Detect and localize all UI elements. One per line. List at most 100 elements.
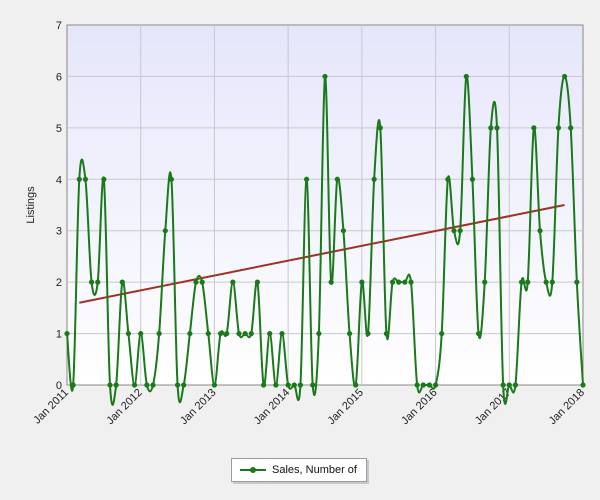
data-point xyxy=(340,228,347,234)
legend-label: Sales, Number of xyxy=(272,464,357,476)
data-point xyxy=(365,330,371,337)
data-point xyxy=(95,279,101,285)
data-point xyxy=(525,279,531,285)
data-point xyxy=(254,279,261,285)
grid xyxy=(67,25,583,385)
data-point xyxy=(457,228,463,234)
data-point xyxy=(334,176,340,182)
data-point xyxy=(531,125,537,131)
y-axis-ticks: 0 1 2 3 4 5 6 7 xyxy=(56,20,62,392)
data-point xyxy=(144,382,150,388)
data-point xyxy=(199,279,205,285)
x-tick-label: Jan 2013 xyxy=(178,387,218,427)
x-tick-label: Jan 2015 xyxy=(325,387,365,427)
trend-line xyxy=(79,204,565,304)
y-tick-label: 3 xyxy=(56,226,62,238)
y-tick-label: 5 xyxy=(56,123,62,135)
y-tick-label: 2 xyxy=(56,277,62,289)
y-tick-label: 7 xyxy=(56,20,62,32)
data-point xyxy=(469,176,476,182)
data-point xyxy=(402,279,408,285)
x-tick-label: Jan 2014 xyxy=(252,387,292,427)
data-point xyxy=(156,330,162,337)
data-point xyxy=(248,330,254,337)
series-group xyxy=(64,73,586,406)
data-point xyxy=(236,330,242,337)
y-axis-label: Listings xyxy=(25,186,37,224)
data-point xyxy=(113,382,119,388)
data-point xyxy=(359,279,365,285)
data-point xyxy=(574,279,580,285)
data-point xyxy=(101,176,107,182)
data-point xyxy=(230,279,236,285)
data-point xyxy=(543,279,549,285)
data-point xyxy=(162,228,168,234)
data-point xyxy=(224,330,230,337)
y-tick-label: 4 xyxy=(56,174,62,186)
trend-line-group xyxy=(79,204,565,304)
data-point xyxy=(389,279,396,285)
data-point xyxy=(174,382,181,388)
data-point xyxy=(193,279,199,285)
data-point xyxy=(561,73,568,80)
data-point xyxy=(420,382,426,388)
data-point xyxy=(494,125,500,131)
data-point xyxy=(168,176,175,182)
data-point xyxy=(150,382,156,388)
data-point xyxy=(131,382,138,388)
data-point xyxy=(119,279,125,285)
data-point xyxy=(88,279,95,285)
data-point xyxy=(70,382,76,388)
data-point xyxy=(346,330,353,337)
data-point xyxy=(303,176,310,182)
data-point xyxy=(371,176,377,182)
data-point xyxy=(568,125,574,131)
legend-swatch xyxy=(240,465,266,475)
data-point xyxy=(285,382,291,388)
data-point xyxy=(432,382,439,388)
data-point xyxy=(500,382,506,388)
data-point xyxy=(445,176,451,182)
data-point xyxy=(291,382,297,388)
data-point xyxy=(451,228,457,234)
data-point xyxy=(580,382,586,388)
data-point xyxy=(211,382,218,388)
data-point xyxy=(125,330,132,337)
data-point xyxy=(383,330,390,337)
data-point xyxy=(377,125,383,131)
y-tick-label: 6 xyxy=(56,71,62,83)
data-point xyxy=(217,330,224,337)
data-point xyxy=(316,330,322,337)
data-point xyxy=(267,330,273,337)
data-point xyxy=(107,382,113,388)
data-point xyxy=(181,382,187,388)
x-tick-label: Jan 2018 xyxy=(547,387,587,427)
data-point xyxy=(463,73,469,80)
data-point xyxy=(439,330,445,337)
data-point xyxy=(396,279,402,285)
data-point xyxy=(488,125,494,131)
y-tick-label: 1 xyxy=(56,329,62,341)
data-point xyxy=(518,279,525,285)
x-tick-label: Jan 2011 xyxy=(31,387,71,427)
data-point xyxy=(82,176,89,182)
data-point xyxy=(353,382,359,388)
data-point xyxy=(76,176,82,182)
data-point xyxy=(506,382,512,388)
data-point xyxy=(475,330,482,337)
data-point xyxy=(408,279,414,285)
data-point xyxy=(512,382,519,388)
data-point xyxy=(279,330,285,337)
data-point xyxy=(537,228,543,234)
data-point xyxy=(310,382,316,388)
data-point xyxy=(260,382,267,388)
data-point xyxy=(187,330,193,337)
y-tick-label: 0 xyxy=(56,380,62,392)
data-point xyxy=(297,382,304,388)
data-point xyxy=(328,279,334,285)
data-point xyxy=(138,330,144,337)
data-point xyxy=(205,330,211,337)
data-point xyxy=(322,73,328,80)
data-point xyxy=(482,279,488,285)
